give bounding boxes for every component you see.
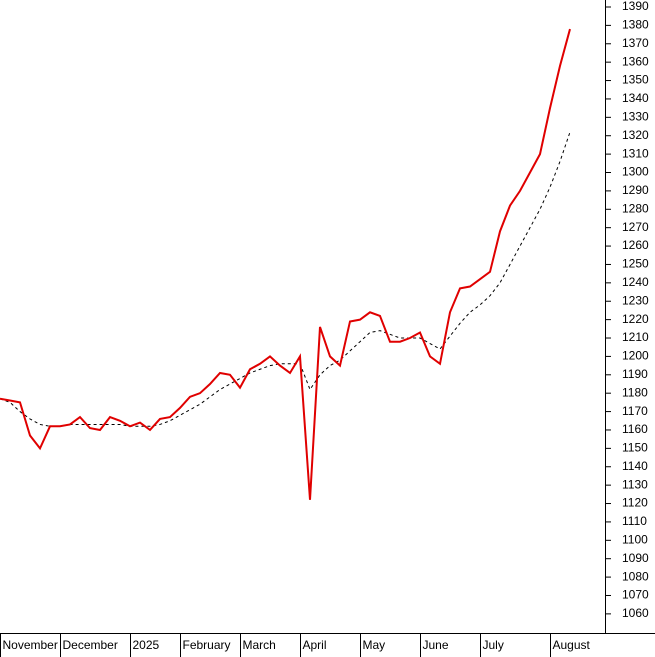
y-tick-label: 1380 [622,18,649,32]
y-tick-label: 1340 [622,91,649,105]
y-tick-label: 1130 [622,477,648,491]
y-tick-label: 1310 [622,146,649,160]
y-tick-label: 1060 [622,606,649,620]
y-tick-label: 1370 [622,36,649,50]
y-tick-label: 1390 [622,0,649,13]
y-tick-label: 1070 [622,588,649,602]
y-tick-label: 1330 [622,110,649,124]
y-tick-label: 1120 [622,496,648,510]
y-tick-label: 1180 [622,385,648,399]
x-tick-label: 2025 [133,638,160,652]
y-tick-label: 1260 [622,238,649,252]
y-tick-label: 1100 [622,532,648,546]
x-tick-label: December [63,638,118,652]
x-tick-label: April [303,638,327,652]
y-tick-label: 1150 [622,441,648,455]
y-tick-label: 1250 [622,257,649,271]
y-tick-label: 1210 [622,330,649,344]
x-tick-label: November [3,638,58,652]
y-tick-label: 1230 [622,293,649,307]
y-tick-label: 1350 [622,73,649,87]
y-tick-label: 1200 [622,349,649,363]
y-tick-label: 1320 [622,128,649,142]
y-tick-label: 1240 [622,275,649,289]
y-tick-label: 1190 [622,367,648,381]
x-tick-label: February [183,638,231,652]
y-tick-label: 1110 [622,514,647,528]
y-tick-label: 1140 [622,459,648,473]
series-line [0,131,571,427]
series-line [0,28,571,500]
y-tick-label: 1080 [622,569,649,583]
x-tick-label: March [243,638,276,652]
y-tick-label: 1170 [622,404,648,418]
y-tick-label: 1280 [622,201,649,215]
y-tick-label: 1290 [622,183,649,197]
x-tick-label: May [363,638,386,652]
x-tick-label: July [483,638,504,652]
y-tick-label: 1360 [622,54,649,68]
y-tick-label: 1270 [622,220,649,234]
x-tick-label: June [423,638,449,652]
y-tick-label: 1220 [622,312,649,326]
y-tick-label: 1090 [622,551,649,565]
y-tick-label: 1300 [622,165,649,179]
x-tick-label: August [553,638,591,652]
y-tick-label: 1160 [622,422,648,436]
